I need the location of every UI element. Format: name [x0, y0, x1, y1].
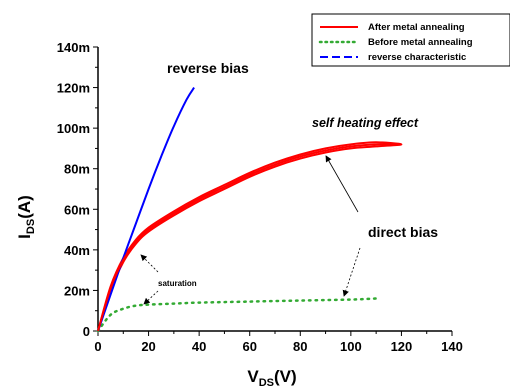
x-tick-label: 100 [340, 339, 362, 354]
series-line-0 [97, 141, 403, 332]
y-tick-label: 120m [57, 81, 90, 96]
y-tick-label: 60m [64, 202, 90, 217]
series-line-0-mid [97, 143, 402, 332]
legend: After metal annealing Before metal annea… [311, 13, 510, 67]
plot-area [97, 47, 452, 332]
x-axis-label: VDS(V) [247, 367, 296, 387]
y-tick-label: 40m [64, 243, 90, 258]
y-tick-label: 140m [57, 40, 90, 55]
x-tick-label: 20 [141, 339, 155, 354]
y-axis-label: IDS(A) [15, 195, 37, 239]
ticks: 0 20 40 60 80 100 120 140 0 20m 40m 60m 80m 100m 120m 1… [57, 40, 463, 354]
legend-label-after: After metal annealing [368, 22, 465, 33]
y-tick-label: 0 [83, 324, 90, 339]
arrow-direct-bias [342, 247, 361, 297]
legend-label-reverse: reverse characteristic [368, 52, 466, 63]
annotation-saturation: saturation [158, 279, 197, 288]
x-tick-label: 60 [242, 339, 256, 354]
annotation-direct-bias: direct bias [368, 224, 438, 240]
legend-label-before: Before metal annealing [368, 37, 473, 48]
x-tick-label: 40 [192, 339, 206, 354]
x-tick-label: 80 [293, 339, 307, 354]
x-tick-label: 140 [441, 339, 463, 354]
series-line-2 [97, 87, 195, 332]
arrow-saturation-top [140, 254, 159, 273]
arrow-self-heating [325, 155, 359, 213]
annotation-self-heating: self heating effect [312, 116, 419, 130]
arrow-saturation-bottom [143, 290, 159, 305]
series-line-1 [96, 297, 378, 333]
y-tick-label: 80m [64, 162, 90, 177]
y-tick-label: 20m [64, 283, 90, 298]
annotation-reverse-bias: reverse bias [167, 60, 249, 76]
series-lines [96, 87, 403, 333]
y-tick-label: 100m [57, 121, 90, 136]
x-tick-label: 0 [94, 339, 101, 354]
x-tick-label: 120 [391, 339, 413, 354]
